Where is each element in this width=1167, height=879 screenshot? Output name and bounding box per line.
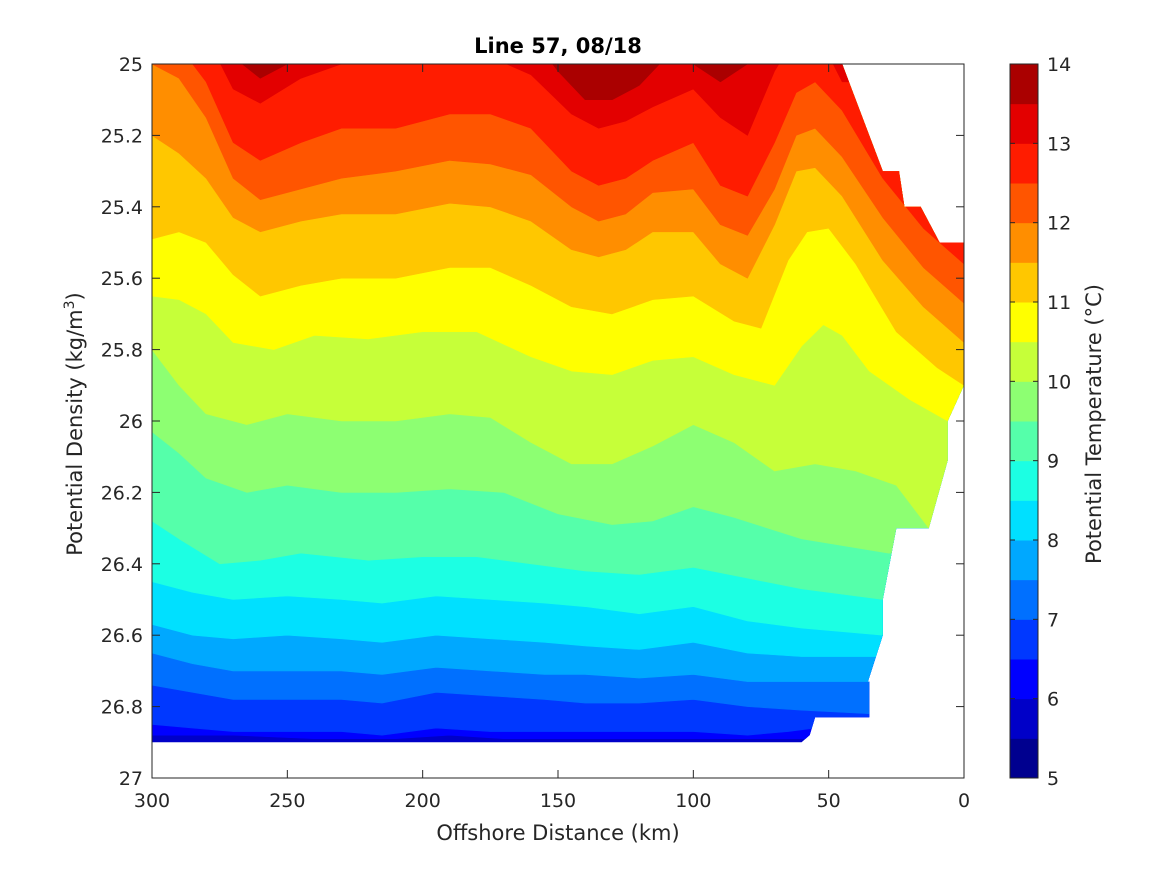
y-tick-label: 25.2: [101, 125, 143, 147]
colorbar-tick-label: 13: [1047, 133, 1071, 155]
chart-title: Line 57, 08/18: [474, 34, 642, 58]
colorbar-tick-label: 10: [1047, 371, 1071, 393]
y-axis-label-sup: 3: [62, 300, 78, 309]
y-tick-label: 25: [119, 54, 143, 76]
colorbar-band-7: [1010, 579, 1038, 620]
axes-layer: 300 250 200 150 100 50 0 25 25.2 25.4 25.6 25.8 26 26…: [101, 54, 970, 812]
x-axis-label: Offshore Distance (km): [436, 821, 679, 845]
y-tick-label: 25.4: [101, 197, 143, 219]
colorbar-band-9.5: [1010, 381, 1038, 422]
y-tick-label: 26.2: [101, 482, 143, 504]
x-tick-label: 100: [675, 790, 711, 812]
colorbar-band-12: [1010, 183, 1038, 224]
colorbar-tick-label: 6: [1047, 689, 1059, 711]
colorbar: 5 6 7 8 9 10 11 12 13 14: [1009, 54, 1071, 790]
colorbar-band-8: [1010, 500, 1038, 541]
colorbar-band-5: [1010, 738, 1038, 779]
y-tick-label: 26.8: [101, 697, 143, 719]
contour-fill-layer: [152, 64, 964, 743]
colorbar-band-13.5: [1010, 64, 1038, 105]
x-tick-label: 300: [134, 790, 170, 812]
contour-band-12.5: [152, 64, 964, 265]
colorbar-band-8.5: [1010, 460, 1038, 501]
colorbar-tick-label: 14: [1047, 54, 1071, 76]
colorbar-tick-label: 9: [1047, 451, 1059, 473]
y-axis-label: Potential Density (kg/m3): [62, 292, 87, 556]
contour-band-13: [152, 64, 964, 136]
colorbar-band-12.5: [1010, 143, 1038, 184]
colorbar-frame: [1009, 63, 1039, 779]
x-tick-label: 200: [405, 790, 441, 812]
x-tick-label: 250: [269, 790, 305, 812]
colorbar-tick-label: 11: [1047, 292, 1071, 314]
x-tick-label: 0: [958, 790, 970, 812]
y-tick-label: 26.6: [101, 625, 143, 647]
colorbar-band-6.5: [1010, 619, 1038, 660]
colorbar-tick-label: 7: [1047, 609, 1059, 631]
colorbar-band-13: [1010, 103, 1038, 144]
y-tick-label: 26.4: [101, 554, 143, 576]
y-axis-label-main: Potential Density (kg/m: [63, 309, 87, 555]
x-tick-label: 50: [817, 790, 841, 812]
y-tick-label: 25.8: [101, 340, 143, 362]
colorbar-band-9: [1010, 421, 1038, 462]
y-tick-label: 26: [119, 411, 143, 433]
y-tick-label: 25.6: [101, 268, 143, 290]
colorbar-band-5.5: [1010, 698, 1038, 739]
colorbar-band-10: [1010, 341, 1038, 382]
y-axis-label-end: ): [63, 292, 87, 300]
colorbar-label: Potential Temperature (°C): [1082, 284, 1106, 564]
colorbar-band-7.5: [1010, 540, 1038, 581]
colorbar-band-6: [1010, 659, 1038, 700]
colorbar-tick-label: 8: [1047, 530, 1059, 552]
colorbar-band-11.5: [1010, 222, 1038, 263]
colorbar-tick-label: 5: [1047, 768, 1059, 790]
x-tick-label: 150: [540, 790, 576, 812]
y-tick-label: 27: [119, 768, 143, 790]
colorbar-band-10.5: [1010, 302, 1038, 343]
colorbar-tick-label: 12: [1047, 213, 1071, 235]
colorbar-band-11: [1010, 262, 1038, 303]
